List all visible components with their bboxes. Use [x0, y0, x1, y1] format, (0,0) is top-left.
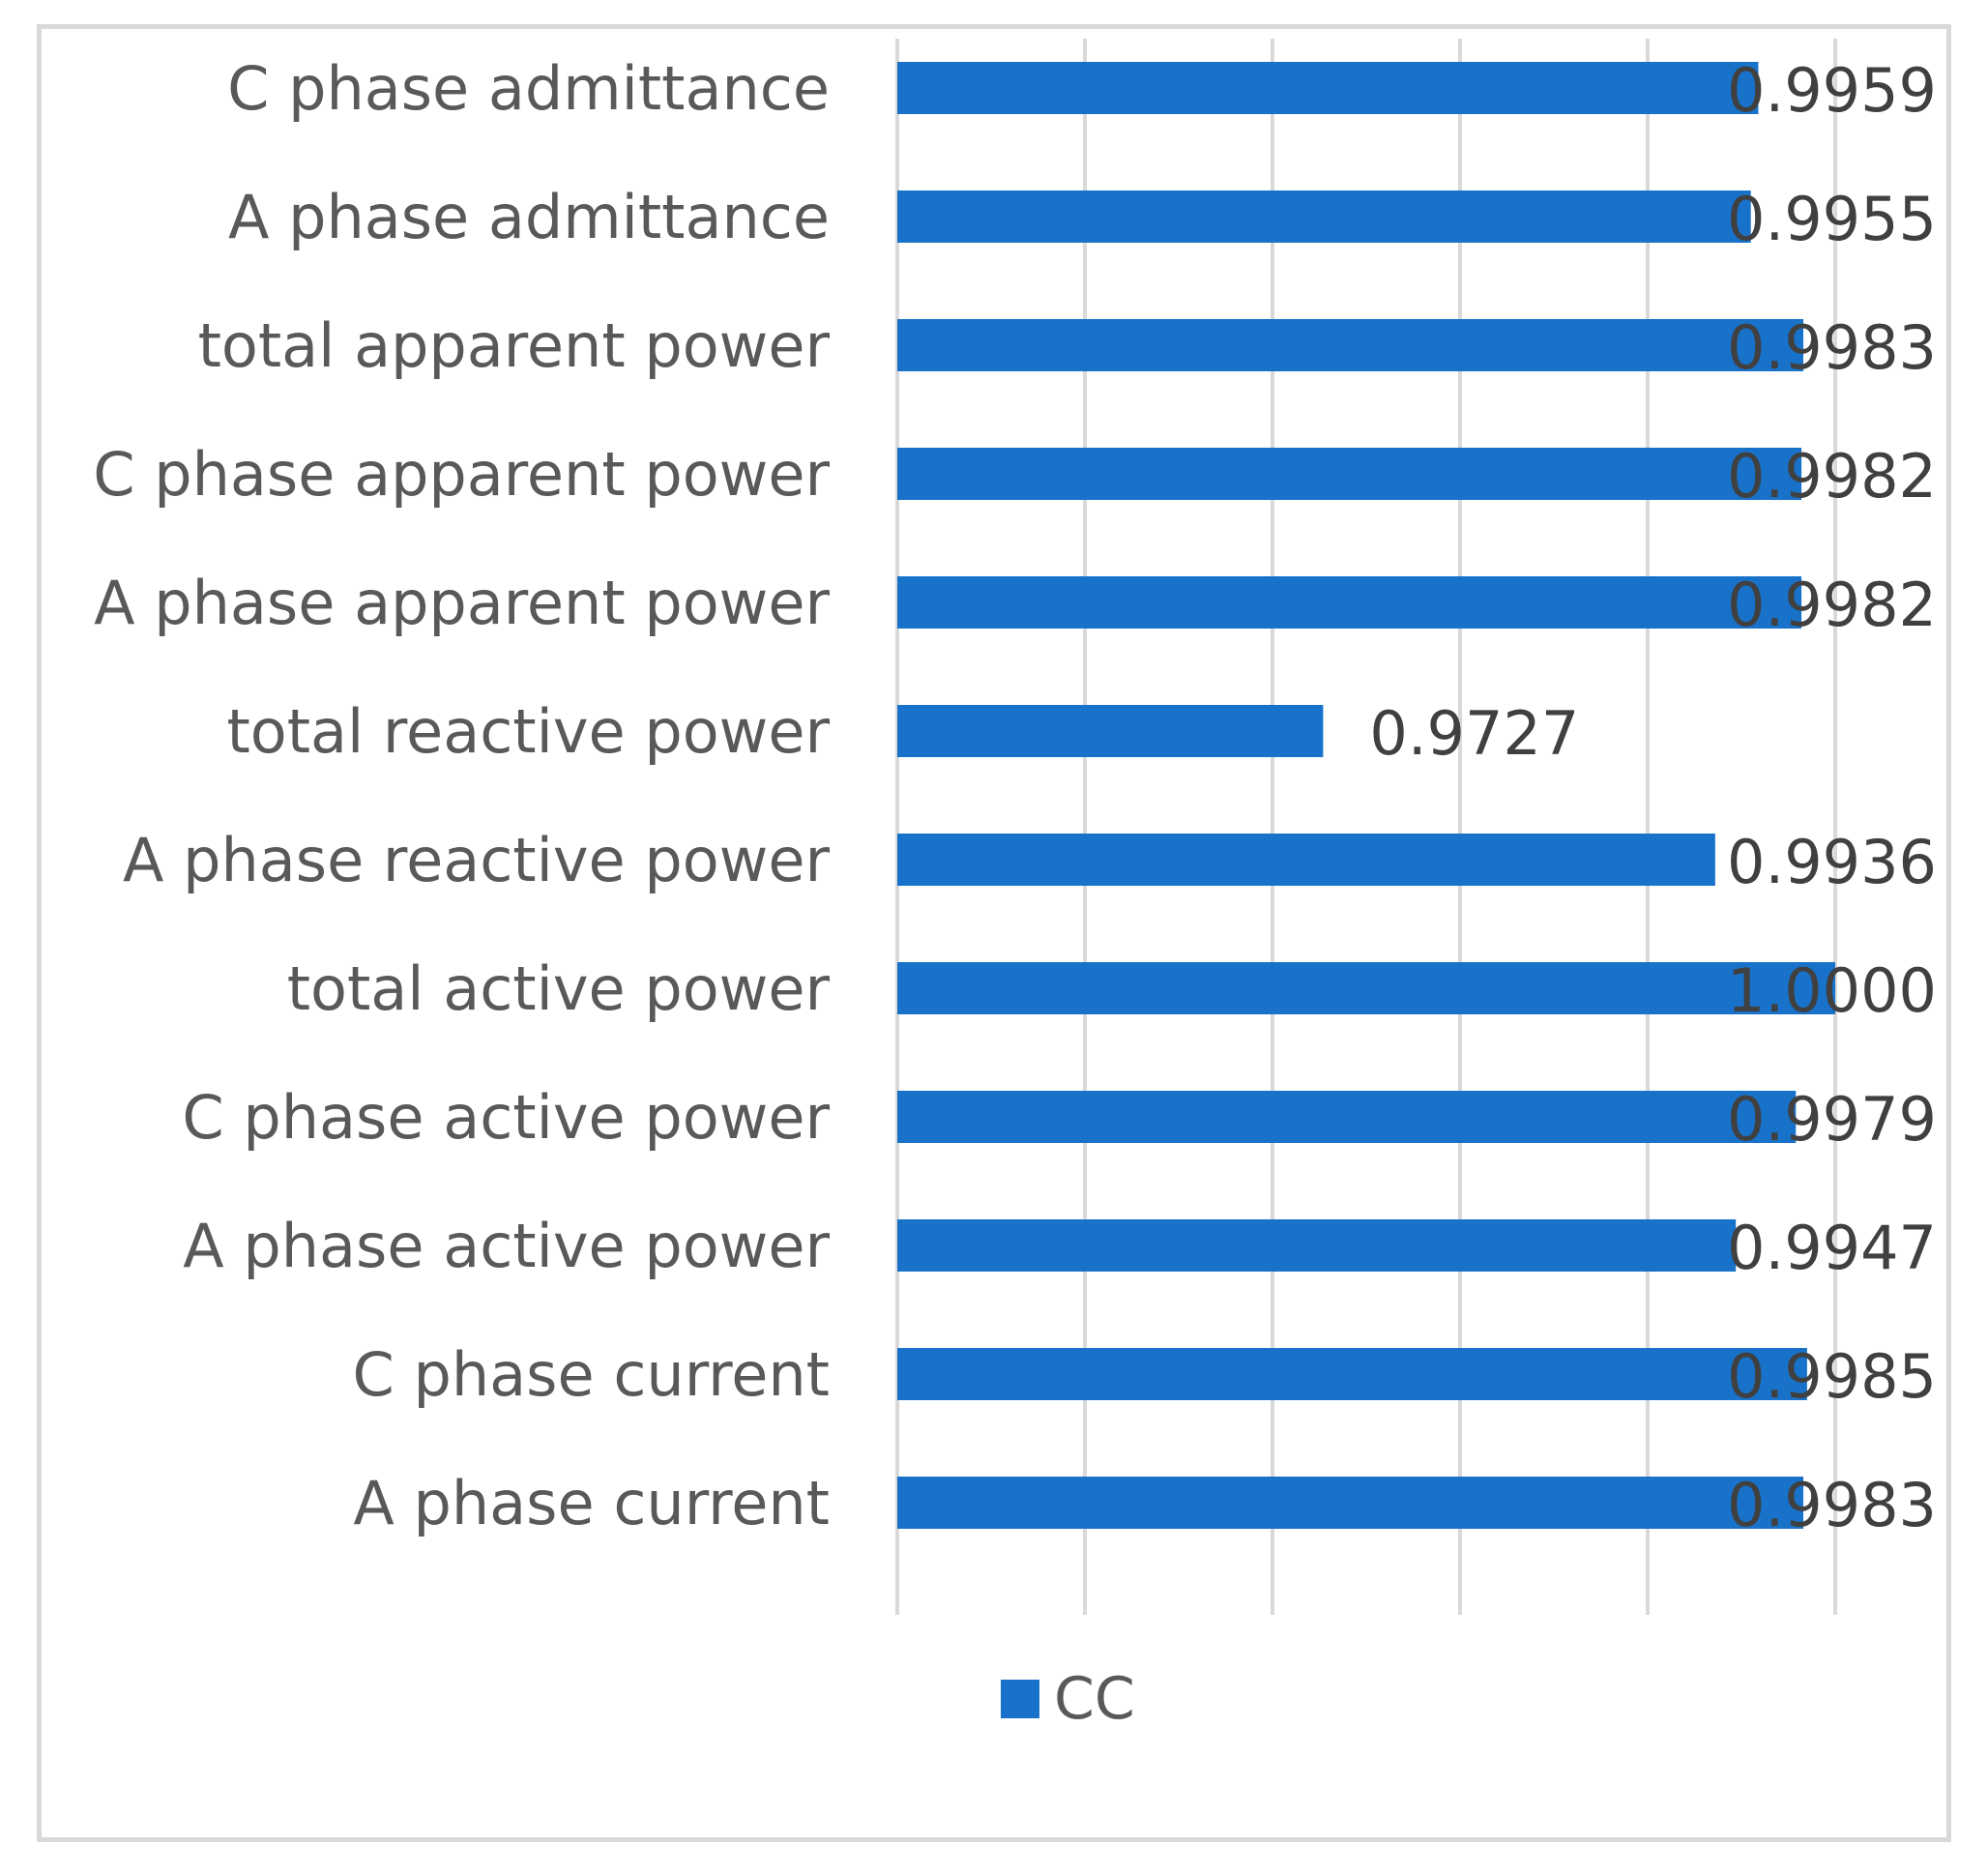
value-label-a-phase-admittance: 0.9955 — [1727, 184, 1937, 254]
value-label-c-phase-active-power: 0.9979 — [1727, 1084, 1937, 1155]
category-label-a-phase-admittance: A phase admittance — [228, 182, 830, 252]
category-label-a-phase-current: A phase current — [353, 1468, 830, 1538]
value-label-a-phase-apparent-power: 0.9982 — [1727, 570, 1937, 640]
category-label-c-phase-active-power: C phase active power — [182, 1082, 830, 1153]
bar-a-phase-apparent-power — [897, 576, 1802, 629]
category-label-c-phase-apparent-power: C phase apparent power — [93, 439, 830, 510]
value-label-total-apparent-power: 0.9983 — [1727, 312, 1937, 383]
bar-a-phase-active-power — [897, 1219, 1737, 1272]
category-label-a-phase-apparent-power: A phase apparent power — [94, 568, 830, 638]
bars — [897, 62, 1835, 1529]
category-label-a-phase-active-power: A phase active power — [183, 1211, 830, 1281]
legend-swatch-cc — [1001, 1680, 1039, 1718]
value-label-c-phase-current: 0.9985 — [1727, 1341, 1937, 1412]
bar-a-phase-reactive-power — [897, 834, 1715, 886]
value-label-c-phase-admittance: 0.9959 — [1727, 55, 1937, 126]
category-label-total-active-power: total active power — [287, 953, 831, 1024]
bar-total-apparent-power — [897, 319, 1804, 371]
bar-c-phase-admittance — [897, 62, 1759, 114]
value-labels: 0.9959 0.9955 0.9983 0.9982 0.9982 0.9727 0.99… — [1369, 55, 1937, 1540]
bar-c-phase-active-power — [897, 1091, 1797, 1143]
bar-a-phase-current — [897, 1477, 1804, 1529]
category-labels: C phase admittance A phase admittance tota… — [93, 53, 830, 1538]
category-label-total-reactive-power: total reactive power — [226, 696, 830, 767]
legend-label-cc: CC — [1054, 1665, 1135, 1733]
bar-total-active-power — [897, 962, 1835, 1014]
category-label-c-phase-admittance: C phase admittance — [227, 53, 830, 124]
value-label-c-phase-apparent-power: 0.9982 — [1727, 441, 1937, 512]
bar-a-phase-admittance — [897, 190, 1751, 243]
value-label-a-phase-active-power: 0.9947 — [1727, 1213, 1937, 1283]
value-label-total-reactive-power: 0.9727 — [1369, 698, 1579, 769]
bar-c-phase-apparent-power — [897, 448, 1802, 500]
value-label-a-phase-current: 0.9983 — [1727, 1470, 1937, 1540]
category-label-c-phase-current: C phase current — [353, 1339, 830, 1410]
category-label-total-apparent-power: total apparent power — [198, 310, 831, 381]
bar-c-phase-current — [897, 1348, 1807, 1400]
category-label-a-phase-reactive-power: A phase reactive power — [123, 825, 830, 895]
legend: CC — [1001, 1665, 1135, 1733]
chart-frame: C phase admittance A phase admittance tota… — [37, 24, 1951, 1842]
bar-total-reactive-power — [897, 705, 1324, 757]
bar-chart: C phase admittance A phase admittance tota… — [93, 39, 1937, 1733]
value-label-a-phase-reactive-power: 0.9936 — [1727, 827, 1937, 897]
value-label-total-active-power: 1.0000 — [1727, 955, 1937, 1026]
